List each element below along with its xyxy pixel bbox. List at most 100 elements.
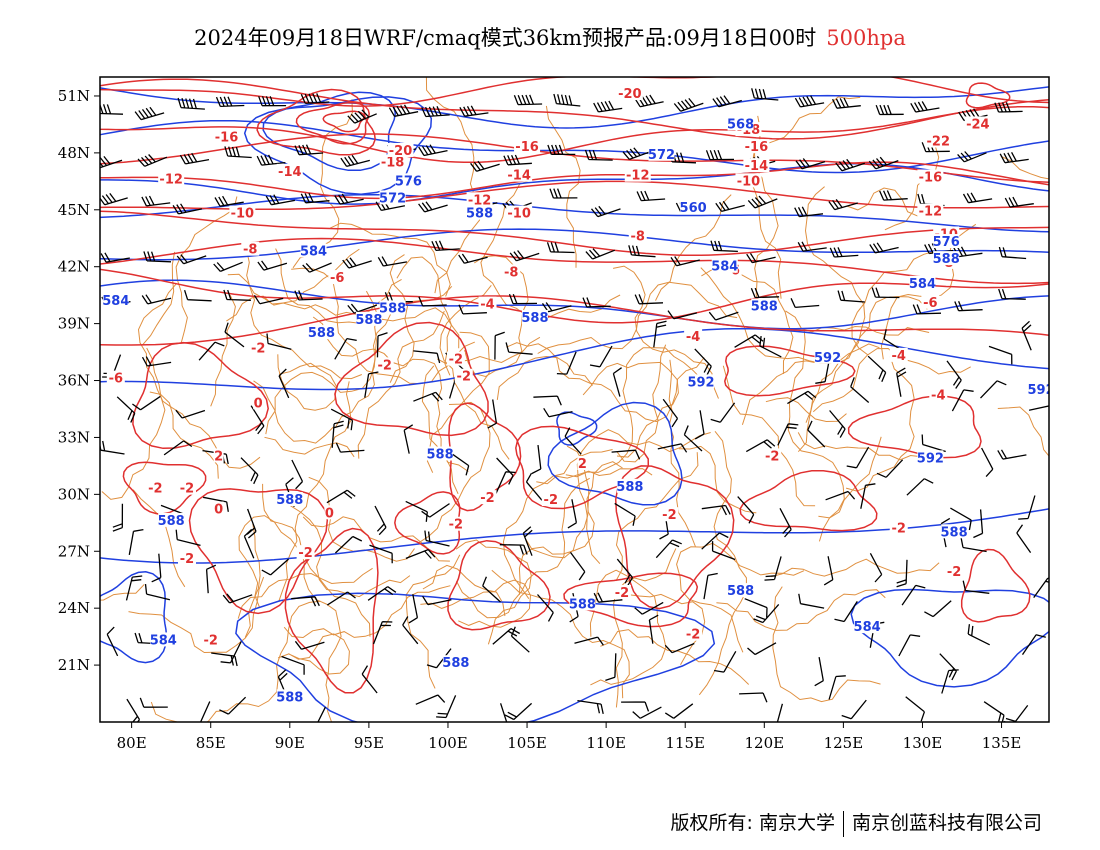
wind-barb: [376, 332, 388, 360]
wind-barb: [418, 296, 447, 307]
wind-barb: [593, 100, 623, 113]
border-line: [668, 359, 696, 547]
wind-barb: [369, 544, 393, 564]
border-line: [565, 347, 702, 478]
temperature-label-bg: [387, 142, 414, 157]
wind-barb: [777, 423, 799, 446]
wind-barb: [577, 699, 604, 715]
temperature-isotherm: [515, 425, 650, 510]
temperature-label-bg: [158, 171, 185, 186]
border-line: [389, 254, 415, 383]
height-isoline: [556, 411, 598, 446]
border-line: [278, 381, 352, 603]
temperature-label-bg: [917, 169, 944, 184]
wind-barb: [589, 345, 613, 368]
wind-barb: [1028, 405, 1049, 411]
contour-labels: -16-12-14-10-8-6-4-2-2 -2-202-2 -20 0-2-2 -2…: [102, 86, 1049, 705]
wind-barb: [751, 88, 779, 101]
wind-barb: [128, 528, 144, 556]
wind-barb: [896, 367, 907, 397]
temperature-label: -2: [203, 633, 217, 648]
wind-barb: [418, 201, 448, 213]
height-label-bg: [308, 325, 335, 340]
border-line: [422, 564, 506, 617]
temperature-isotherm: [188, 488, 329, 615]
wind-barb: [402, 616, 419, 645]
wind-barb: [960, 537, 987, 553]
height-label-bg: [711, 258, 738, 273]
wind-barb: [1033, 577, 1049, 598]
border-line: [812, 347, 971, 413]
temperature-label-bg: [466, 192, 493, 207]
wind-barb: [503, 154, 532, 166]
border-line: [246, 249, 362, 380]
temperature-label-bg: [478, 490, 497, 505]
wind-barb: [340, 154, 370, 168]
wind-barb: [375, 200, 406, 212]
wind-barb: [334, 193, 364, 205]
wind-barb: [294, 640, 325, 650]
lon-tick-label: 90E: [275, 734, 305, 752]
temperature-label: -6: [330, 271, 344, 286]
temperature-isotherm: [295, 101, 370, 145]
height-isoline: [850, 588, 1049, 688]
border-line: [425, 77, 482, 294]
temperature-label: -16: [215, 131, 239, 146]
wind-barb: [144, 584, 171, 601]
wind-barb: [876, 459, 904, 478]
border-line: [405, 554, 461, 689]
border-line: [132, 489, 186, 588]
wind-barb: [779, 507, 792, 538]
wind-barb: [759, 336, 782, 358]
wind-barb: [100, 193, 128, 206]
height-label-bg: [751, 298, 778, 313]
height-label-bg: [727, 116, 754, 131]
wind-barb: [694, 348, 712, 376]
wind-barb: [708, 311, 739, 321]
temperature-label-bg: [889, 347, 908, 362]
temperature-label: -2: [298, 546, 312, 561]
wind-barb: [175, 409, 206, 419]
wind-barb: [835, 158, 866, 172]
border-line: [100, 584, 145, 601]
wind-barb: [198, 341, 225, 361]
temperature-label: 0: [254, 396, 263, 411]
wind-barb: [487, 399, 498, 429]
wind-barb: [421, 106, 450, 118]
border-line: [137, 283, 261, 469]
lat-tick-label: 33N: [58, 428, 90, 446]
wind-barb: [543, 407, 573, 418]
temperature-label: -2: [947, 565, 961, 580]
wind-barb: [776, 703, 784, 722]
wind-barb: [997, 449, 1027, 460]
wind-barb: [372, 621, 393, 645]
wind-barb: [653, 320, 667, 348]
wind-barb: [126, 698, 141, 722]
temperature-label-bg: [612, 585, 631, 599]
temperature-isotherm: [100, 77, 1049, 107]
axes: 51N 48N 45N 42N 39N 36N 33N 30N 27N 24N 21N 80E 85E 9…: [58, 87, 1022, 752]
border-line: [772, 586, 881, 703]
temperature-label: -2: [449, 518, 463, 533]
wind-barb: [616, 558, 634, 587]
temperature-label: -2: [892, 522, 906, 537]
wind-barb: [334, 337, 357, 360]
wind-barb: [906, 478, 934, 496]
height-label: 588: [379, 301, 406, 316]
wind-barb: [683, 425, 703, 452]
border-line: [283, 494, 411, 598]
temperature-label-bg: [921, 294, 940, 309]
temperature-label-bg: [964, 116, 991, 131]
height-label-bg: [355, 311, 382, 326]
temperature-label-bg: [506, 167, 533, 182]
wind-barb: [946, 360, 962, 389]
lon-tick-label: 130E: [903, 734, 943, 752]
wind-barb: [1021, 634, 1046, 655]
wind-barb: [302, 262, 332, 273]
temperature-label: -2: [765, 449, 779, 464]
lat-tick-label: 24N: [58, 599, 90, 617]
wind-barb: [116, 396, 136, 423]
temperature-label-bg: [296, 545, 315, 560]
height-isoline: [235, 592, 716, 722]
